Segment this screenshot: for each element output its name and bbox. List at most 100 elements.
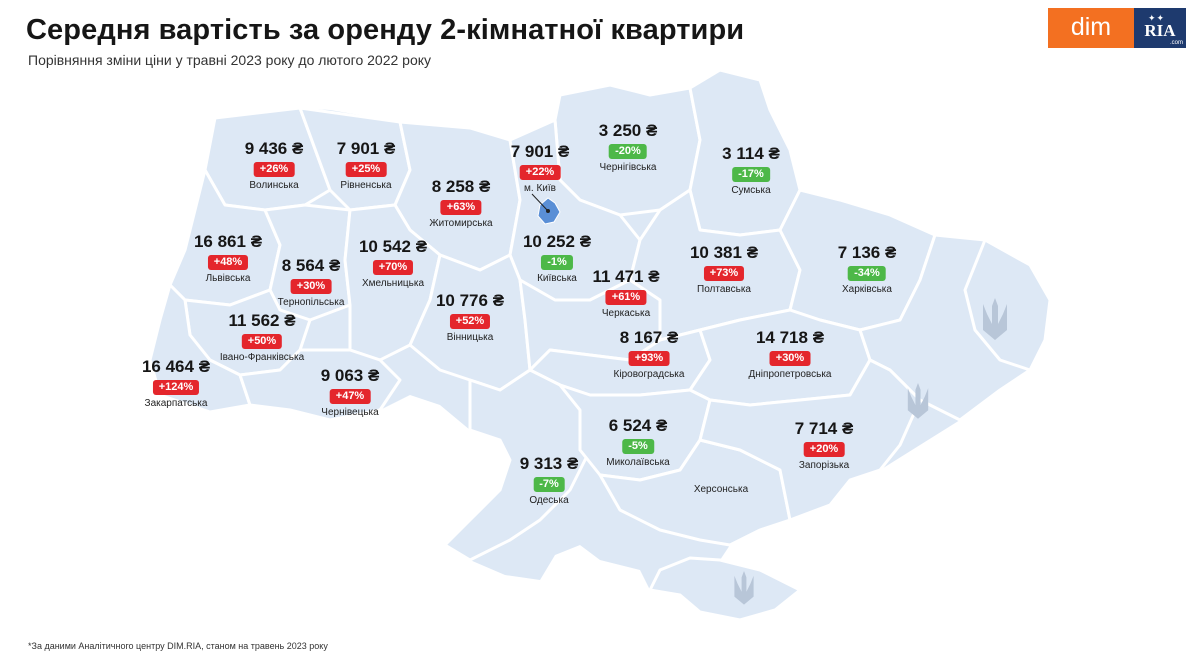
region-label-kharkivska: 7 136 ₴ -34% Харківська xyxy=(838,243,897,296)
region-price: 9 063 ₴ xyxy=(320,366,380,385)
footnote: *За даними Аналітичного центру DIM.RIA, … xyxy=(28,641,328,651)
kyiv-marker-dot xyxy=(546,209,550,213)
region-change-badge: +73% xyxy=(703,266,745,281)
region-price: 10 381 ₴ xyxy=(689,243,759,262)
page-title: Середня вартість за оренду 2-кімнатної к… xyxy=(26,14,745,46)
region-label-khersonska: Херсонська xyxy=(694,481,748,496)
region-change-badge: -7% xyxy=(533,477,565,492)
region-name: Полтавська xyxy=(697,284,751,295)
region-name: Волинська xyxy=(249,180,299,191)
region-label-zaporizka: 7 714 ₴ +20% Запорізька xyxy=(795,419,854,472)
region-name: Дніпропетровська xyxy=(748,369,832,380)
trident-icon xyxy=(734,571,754,605)
region-name: Черкаська xyxy=(601,308,651,319)
logo-ria-domain: .com xyxy=(1169,40,1183,46)
region-price: 8 564 ₴ xyxy=(281,256,341,275)
trident-icon xyxy=(983,298,1007,340)
region-change-badge: +124% xyxy=(152,380,200,395)
region-price: 10 542 ₴ xyxy=(358,237,428,256)
region-label-chernihivska: 3 250 ₴ -20% Чернігівська xyxy=(599,121,658,174)
region-name: Рівненська xyxy=(340,180,392,191)
region-price: 11 471 ₴ xyxy=(592,267,660,286)
region-change-badge: -1% xyxy=(541,255,573,270)
region-label-vinnytska: 10 776 ₴ +52% Вінницька xyxy=(436,291,504,344)
region-price: 7 714 ₴ xyxy=(794,419,854,438)
region-change-badge: +30% xyxy=(290,279,332,294)
logo-ria-text: RIA xyxy=(1144,21,1176,40)
region-name: Чернівецька xyxy=(321,407,379,418)
kyiv-leader-line xyxy=(531,193,549,212)
logo-ria-block: ✦✦ RIA .com xyxy=(1134,8,1186,48)
region-name: Кіровоградська xyxy=(613,369,685,380)
region-price: 9 436 ₴ xyxy=(244,139,304,158)
region-label-cherkaska: 11 471 ₴ +61% Черкаська xyxy=(592,267,659,320)
region-price: 7 901 ₴ xyxy=(510,142,570,161)
region-change-badge: +26% xyxy=(253,162,295,177)
region-name: Миколаївська xyxy=(606,457,670,468)
region-name: Тернопільська xyxy=(277,297,345,308)
region-price: 3 250 ₴ xyxy=(598,121,658,140)
region-label-kyivska: 10 252 ₴ -1% Київська xyxy=(523,232,591,285)
region-price: 16 464 ₴ xyxy=(141,357,211,376)
region-name: Харківська xyxy=(842,284,892,295)
region-change-badge: +48% xyxy=(207,255,249,270)
region-price: 7 136 ₴ xyxy=(837,243,897,262)
region-change-badge: -20% xyxy=(609,144,647,159)
region-change-badge: -5% xyxy=(622,439,654,454)
region-price: 10 776 ₴ xyxy=(435,291,505,310)
region-shape-zaporizka[interactable] xyxy=(698,358,922,522)
region-label-rivnenska: 7 901 ₴ +25% Рівненська xyxy=(337,139,396,192)
region-label-chernivetska: 9 063 ₴ +47% Чернівецька xyxy=(321,366,380,419)
region-change-badge: +30% xyxy=(769,351,811,366)
region-name: Івано-Франківська xyxy=(219,352,305,363)
logo-dim-block: dim xyxy=(1048,8,1134,48)
trident-icon xyxy=(907,383,929,419)
region-label-odeska: 9 313 ₴ -7% Одеська xyxy=(520,454,579,507)
logo-ria-stars-icon: ✦✦ xyxy=(1148,13,1166,23)
region-change-badge: +50% xyxy=(241,334,283,349)
region-name: м. Київ xyxy=(524,183,556,194)
region-label-zakarpatska: 16 464 ₴ +124% Закарпатська xyxy=(142,357,210,410)
region-name: Житомирська xyxy=(429,218,493,229)
region-name: Херсонська xyxy=(693,484,749,495)
region-name: Хмельницька xyxy=(361,278,425,289)
region-name: Одеська xyxy=(529,495,569,506)
region-name: Вінницька xyxy=(446,332,494,343)
region-label-zhytomyrska: 8 258 ₴ +63% Житомирська xyxy=(429,177,492,230)
region-shape-odeska[interactable] xyxy=(443,368,592,562)
region-change-badge: -17% xyxy=(732,167,770,182)
region-price: 6 524 ₴ xyxy=(608,416,668,435)
region-name: Закарпатська xyxy=(144,398,208,409)
region-change-badge: +22% xyxy=(519,165,561,180)
region-price: 14 718 ₴ xyxy=(755,328,825,347)
region-shape-krym[interactable] xyxy=(648,556,802,622)
region-change-badge: -34% xyxy=(848,266,886,281)
region-price: 7 901 ₴ xyxy=(336,139,396,158)
region-label-poltavska: 10 381 ₴ +73% Полтавська xyxy=(690,243,758,296)
region-price: 8 167 ₴ xyxy=(619,328,679,347)
region-name: Запорізька xyxy=(798,460,850,471)
region-price: 16 861 ₴ xyxy=(193,232,263,251)
region-label-mykolaivska: 6 524 ₴ -5% Миколаївська xyxy=(606,416,670,469)
region-shape-luhanska[interactable] xyxy=(963,238,1052,372)
region-label-ternopilska: 8 564 ₴ +30% Тернопільська xyxy=(278,256,345,309)
region-change-badge: +20% xyxy=(803,442,845,457)
region-label-kyiv-city: 7 901 ₴ +22% м. Київ xyxy=(511,142,570,195)
region-change-badge: +25% xyxy=(345,162,387,177)
region-price: 8 258 ₴ xyxy=(431,177,491,196)
region-change-badge: +93% xyxy=(628,351,670,366)
region-label-ivano-frankivska: 11 562 ₴ +50% Івано-Франківська xyxy=(220,311,304,364)
region-label-khmelnytska: 10 542 ₴ +70% Хмельницька xyxy=(359,237,427,290)
region-name: Чернігівська xyxy=(599,162,657,173)
region-change-badge: +47% xyxy=(329,389,371,404)
region-name: Львівська xyxy=(205,273,251,284)
dim-ria-logo[interactable]: dim ✦✦ RIA .com xyxy=(1048,8,1186,48)
region-label-sumska: 3 114 ₴ -17% Сумська xyxy=(722,144,780,197)
region-change-badge: +63% xyxy=(440,200,482,215)
region-label-kirovohradska: 8 167 ₴ +93% Кіровоградська xyxy=(614,328,685,381)
region-change-badge: +70% xyxy=(372,260,414,275)
region-label-volynska: 9 436 ₴ +26% Волинська xyxy=(245,139,304,192)
region-label-lvivska: 16 861 ₴ +48% Львівська xyxy=(194,232,262,285)
page-subtitle: Порівняння зміни ціни у травні 2023 року… xyxy=(28,52,432,68)
